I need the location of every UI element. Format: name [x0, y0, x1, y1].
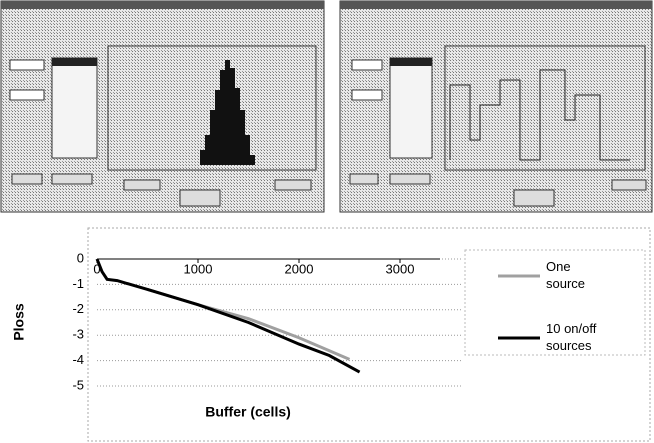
y-tick-label: -5 [72, 377, 84, 392]
screenshot-left [1, 1, 324, 212]
y-tick-label: -1 [72, 276, 84, 291]
screenshot-right [340, 1, 652, 212]
y-tick-label: -2 [72, 301, 84, 316]
y-axis-label: Ploss [11, 303, 27, 341]
y-tick-label: -4 [72, 352, 84, 367]
x-tick-label: 2000 [285, 261, 314, 276]
y-tick-label: 0 [77, 250, 84, 265]
series-line [97, 259, 360, 372]
page: Buffer (cells) Ploss 0-1-2-3-4-501000200… [0, 0, 654, 443]
x-axis-label: Buffer (cells) [205, 404, 291, 420]
x-tick-label: 3000 [386, 261, 415, 276]
x-tick-label: 1000 [184, 261, 213, 276]
y-tick-label: -3 [72, 327, 84, 342]
